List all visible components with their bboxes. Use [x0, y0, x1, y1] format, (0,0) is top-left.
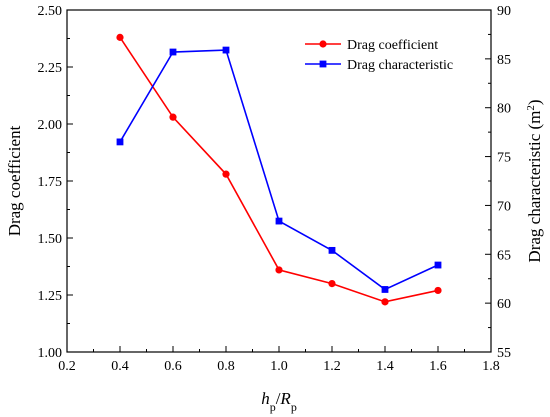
- legend-marker-1: [319, 40, 327, 48]
- y-left-tick-label: 1.75: [38, 175, 63, 190]
- y-left-tick-label: 1.50: [38, 232, 63, 247]
- y-left-tick-label: 1.25: [38, 289, 63, 304]
- y-left-tick-label: 2.00: [38, 118, 63, 133]
- series-lines: [119, 36, 439, 303]
- series-line-2: [119, 49, 439, 291]
- x-axis-title-r: R: [279, 389, 291, 408]
- series-line-1: [119, 36, 439, 303]
- legend: Drag coefficient Drag characteristic: [305, 38, 453, 73]
- y-right-tick-label: 90: [497, 4, 511, 19]
- series-markers: [116, 33, 442, 306]
- y-right-tick-label: 65: [497, 248, 511, 263]
- data-point-1: [169, 113, 177, 121]
- data-point-2: [434, 261, 442, 269]
- x-axis-title-sub2: p: [291, 400, 297, 414]
- y-right-tick-label: 70: [497, 199, 511, 214]
- y-axis-title-right-sup: 2: [525, 105, 537, 111]
- data-point-1: [222, 170, 230, 178]
- x-axis-title: hp/Rp: [261, 389, 297, 414]
- y-left-tick-label: 2.50: [38, 4, 63, 19]
- legend-marker-2: [319, 60, 327, 68]
- x-tick-label: 1.2: [323, 359, 341, 374]
- y-axis-title-right-close: ): [525, 99, 544, 105]
- legend-label-1: Drag coefficient: [347, 38, 438, 53]
- x-tick-label: 1.0: [270, 359, 288, 374]
- x-axis-title-h: h: [261, 389, 270, 408]
- y-right-tick-label: 75: [497, 151, 511, 166]
- plot-frame: [66, 9, 492, 353]
- data-point-2: [328, 246, 336, 254]
- y-left-tick-label: 1.00: [38, 346, 63, 361]
- data-point-1: [328, 280, 336, 288]
- data-point-2: [381, 286, 389, 293]
- y-axis-title-right-text: Drag characteristic (m: [525, 111, 544, 263]
- data-point-2: [275, 217, 283, 225]
- x-tick-label: 0.2: [58, 359, 76, 374]
- ticks: 0.2 0.4 0.6 0.8 1.0 1.2 1.4 1.6 1.8 1.00 1.25 1.50 1…: [38, 4, 512, 374]
- data-point-1: [434, 286, 442, 295]
- data-point-2: [169, 48, 177, 56]
- x-tick-label: 1.8: [482, 359, 500, 374]
- x-axis-title-sep: /: [276, 389, 281, 408]
- x-tick-label: 0.8: [217, 359, 235, 374]
- y-axis-title-right: Drag characteristic (m2): [525, 99, 544, 262]
- data-point-1: [381, 298, 389, 306]
- x-tick-label: 1.6: [429, 359, 447, 374]
- y-axis-title-left: Drag coefficient: [5, 125, 24, 236]
- data-point-2: [116, 138, 124, 146]
- data-point-2: [222, 46, 230, 54]
- y-right-tick-label: 85: [497, 53, 511, 68]
- y-left-tick-label: 2.25: [38, 61, 63, 76]
- data-point-1: [275, 266, 283, 274]
- data-point-1: [116, 33, 124, 41]
- x-tick-label: 0.6: [164, 359, 182, 374]
- y-right-tick-label: 80: [497, 102, 511, 117]
- x-axis-title-sub1: p: [270, 400, 276, 414]
- y-right-tick-label: 55: [497, 346, 511, 361]
- x-tick-label: 0.4: [111, 359, 129, 374]
- x-tick-label: 1.4: [376, 359, 394, 374]
- y-right-tick-label: 60: [497, 297, 511, 312]
- legend-label-2: Drag characteristic: [347, 58, 453, 73]
